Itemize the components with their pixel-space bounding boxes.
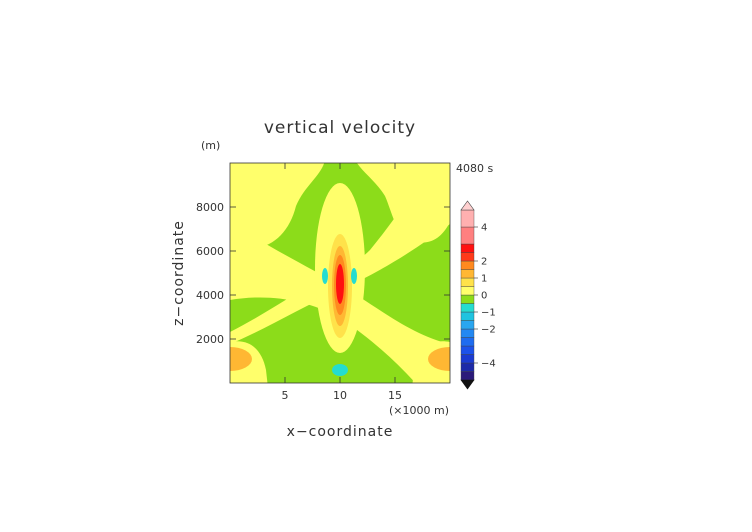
y-axis-label: z−coordinate	[171, 220, 187, 326]
colorbar-segment	[460, 371, 475, 381]
y-tick-label: 2000	[196, 333, 224, 346]
colorbar-tick-label: 0	[481, 291, 487, 302]
x-unit-label: (×1000 m)	[389, 404, 449, 417]
colorbar-segment	[460, 269, 475, 279]
colorbar-segment	[460, 345, 475, 355]
x-tick-label: 15	[388, 389, 402, 402]
upper-right-lobe	[356, 163, 450, 243]
chart-title: vertical velocity	[264, 118, 416, 138]
colorbar-tick-label: 2	[481, 257, 487, 268]
updraft-core	[336, 264, 344, 304]
downdraft-left	[322, 268, 328, 284]
colorbar-tick-label: −4	[481, 359, 496, 370]
colorbar-tick-label: 1	[481, 274, 487, 285]
colorbar-segment	[460, 260, 475, 270]
axis-ticks: 5 10 15 2000 4000 6000 8000	[196, 163, 450, 402]
colorbar-segment	[460, 243, 475, 253]
colorbar-segment	[460, 311, 475, 321]
y-tick-label: 4000	[196, 289, 224, 302]
colorbar-segment	[460, 226, 475, 245]
colorbar-segment	[460, 294, 475, 304]
colorbar-segment	[460, 252, 475, 262]
colorbar-tick-label: −2	[481, 325, 496, 336]
downdraft-bottom	[332, 364, 348, 376]
colorbar-tick-label: 4	[481, 223, 487, 234]
colorbar-segment	[460, 362, 475, 372]
colorbar-bottom-arrow	[460, 379, 475, 390]
colorbar-segment	[460, 337, 475, 347]
downdraft-right	[351, 268, 357, 284]
upper-left-lobe	[230, 163, 325, 248]
colorbar-segment	[460, 209, 475, 228]
colorbar: 4 2 1 0 −1 −2 −4	[460, 200, 496, 390]
y-tick-label: 6000	[196, 245, 224, 258]
colorbar-segment	[460, 354, 475, 364]
x-tick-label: 5	[282, 389, 289, 402]
colorbar-segment	[460, 320, 475, 330]
colorbar-segment	[460, 277, 475, 287]
colorbar-segment	[460, 303, 475, 313]
y-tick-label: 8000	[196, 201, 224, 214]
colorbar-top-arrow	[460, 200, 475, 211]
contour-field	[230, 163, 450, 383]
y-unit-label: (m)	[201, 139, 220, 152]
left-edge-orange-lobe	[230, 347, 252, 371]
colorbar-segment	[460, 328, 475, 338]
x-tick-label: 10	[333, 389, 347, 402]
time-label: 4080 s	[456, 162, 493, 175]
colorbar-segment	[460, 286, 475, 296]
x-axis-label: x−coordinate	[287, 424, 394, 440]
colorbar-tick-label: −1	[481, 308, 496, 319]
right-edge-orange-lobe	[428, 347, 450, 371]
